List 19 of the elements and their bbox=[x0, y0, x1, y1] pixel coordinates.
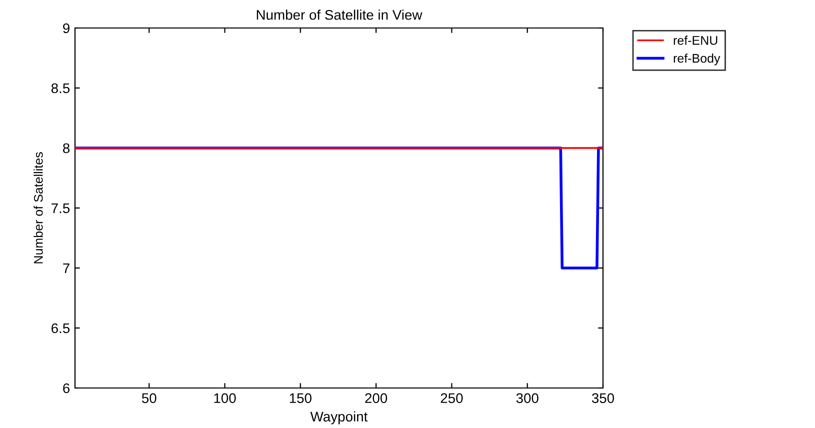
x-tick-label: 200 bbox=[365, 393, 388, 404]
x-tick-label: 150 bbox=[290, 393, 312, 404]
y-tick-label: 7 bbox=[63, 263, 70, 274]
y-tick-label: 8.5 bbox=[51, 83, 70, 94]
y-tick-label: 6 bbox=[63, 383, 70, 394]
x-tick-label: 50 bbox=[142, 393, 156, 404]
x-axis-title: Waypoint bbox=[310, 411, 368, 424]
x-tick-label: 250 bbox=[440, 393, 463, 404]
y-tick-label: 7.5 bbox=[52, 203, 70, 214]
x-tick-label: 300 bbox=[516, 393, 538, 404]
x-tick-label: 350 bbox=[592, 393, 614, 404]
chart-title: Number of Satellite in View bbox=[256, 10, 422, 20]
y-tick-label: 8 bbox=[63, 143, 70, 154]
y-tick-label: 9 bbox=[63, 23, 70, 34]
y-axis-title: Number of Satellites bbox=[34, 152, 43, 264]
legend-label: ref-ENU bbox=[674, 36, 718, 45]
legend-label: ref-Body bbox=[674, 54, 720, 66]
x-tick-label: 100 bbox=[214, 393, 236, 404]
y-tick-label: 6.5 bbox=[52, 323, 70, 334]
